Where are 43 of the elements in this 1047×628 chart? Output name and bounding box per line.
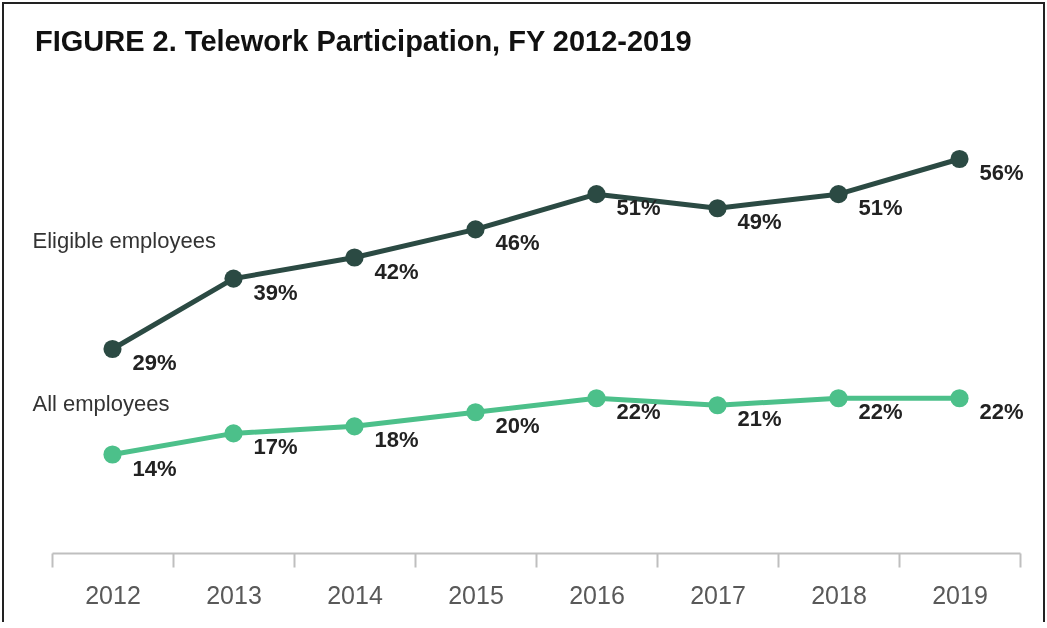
x-tick-label: 2012: [85, 580, 141, 609]
point: [345, 417, 364, 436]
data-label: 29%: [132, 349, 177, 375]
series-label: Eligible employees: [32, 227, 216, 253]
data-label: 22%: [858, 399, 903, 425]
point: [587, 389, 606, 408]
data-label: 22%: [979, 399, 1024, 425]
point: [950, 389, 969, 408]
chart-title: FIGURE 2. Telework Participation, FY 2012-2019: [35, 24, 692, 57]
x-tick-label: 2017: [690, 580, 746, 609]
data-label: 21%: [737, 406, 782, 432]
point: [224, 269, 243, 288]
data-label: 18%: [374, 427, 419, 453]
data-label: 14%: [132, 455, 177, 481]
data-label: 39%: [253, 279, 298, 305]
x-tick-label: 2019: [932, 580, 988, 609]
x-tick-label: 2018: [811, 580, 867, 609]
data-label: 56%: [979, 160, 1024, 185]
point: [345, 248, 364, 267]
data-label: 22%: [616, 399, 661, 425]
data-label: 42%: [374, 258, 419, 284]
point: [466, 403, 485, 422]
point: [708, 199, 727, 218]
series-label: All employees: [32, 390, 170, 416]
point: [224, 424, 243, 443]
x-tick-label: 2015: [448, 580, 504, 609]
point: [829, 185, 848, 204]
point: [103, 339, 122, 359]
point: [950, 149, 969, 169]
data-label: 51%: [858, 195, 903, 221]
data-label: 49%: [737, 209, 782, 235]
data-label: 20%: [495, 413, 540, 439]
x-tick-label: 2014: [327, 580, 383, 609]
data-label: 51%: [616, 195, 661, 221]
point: [587, 185, 606, 204]
point: [103, 445, 122, 464]
data-label: 46%: [495, 230, 540, 256]
point: [708, 396, 727, 415]
point: [466, 220, 485, 239]
x-tick-label: 2016: [569, 580, 625, 609]
data-label: 17%: [253, 434, 298, 460]
x-tick-label: 2013: [206, 580, 262, 609]
point: [829, 389, 848, 408]
